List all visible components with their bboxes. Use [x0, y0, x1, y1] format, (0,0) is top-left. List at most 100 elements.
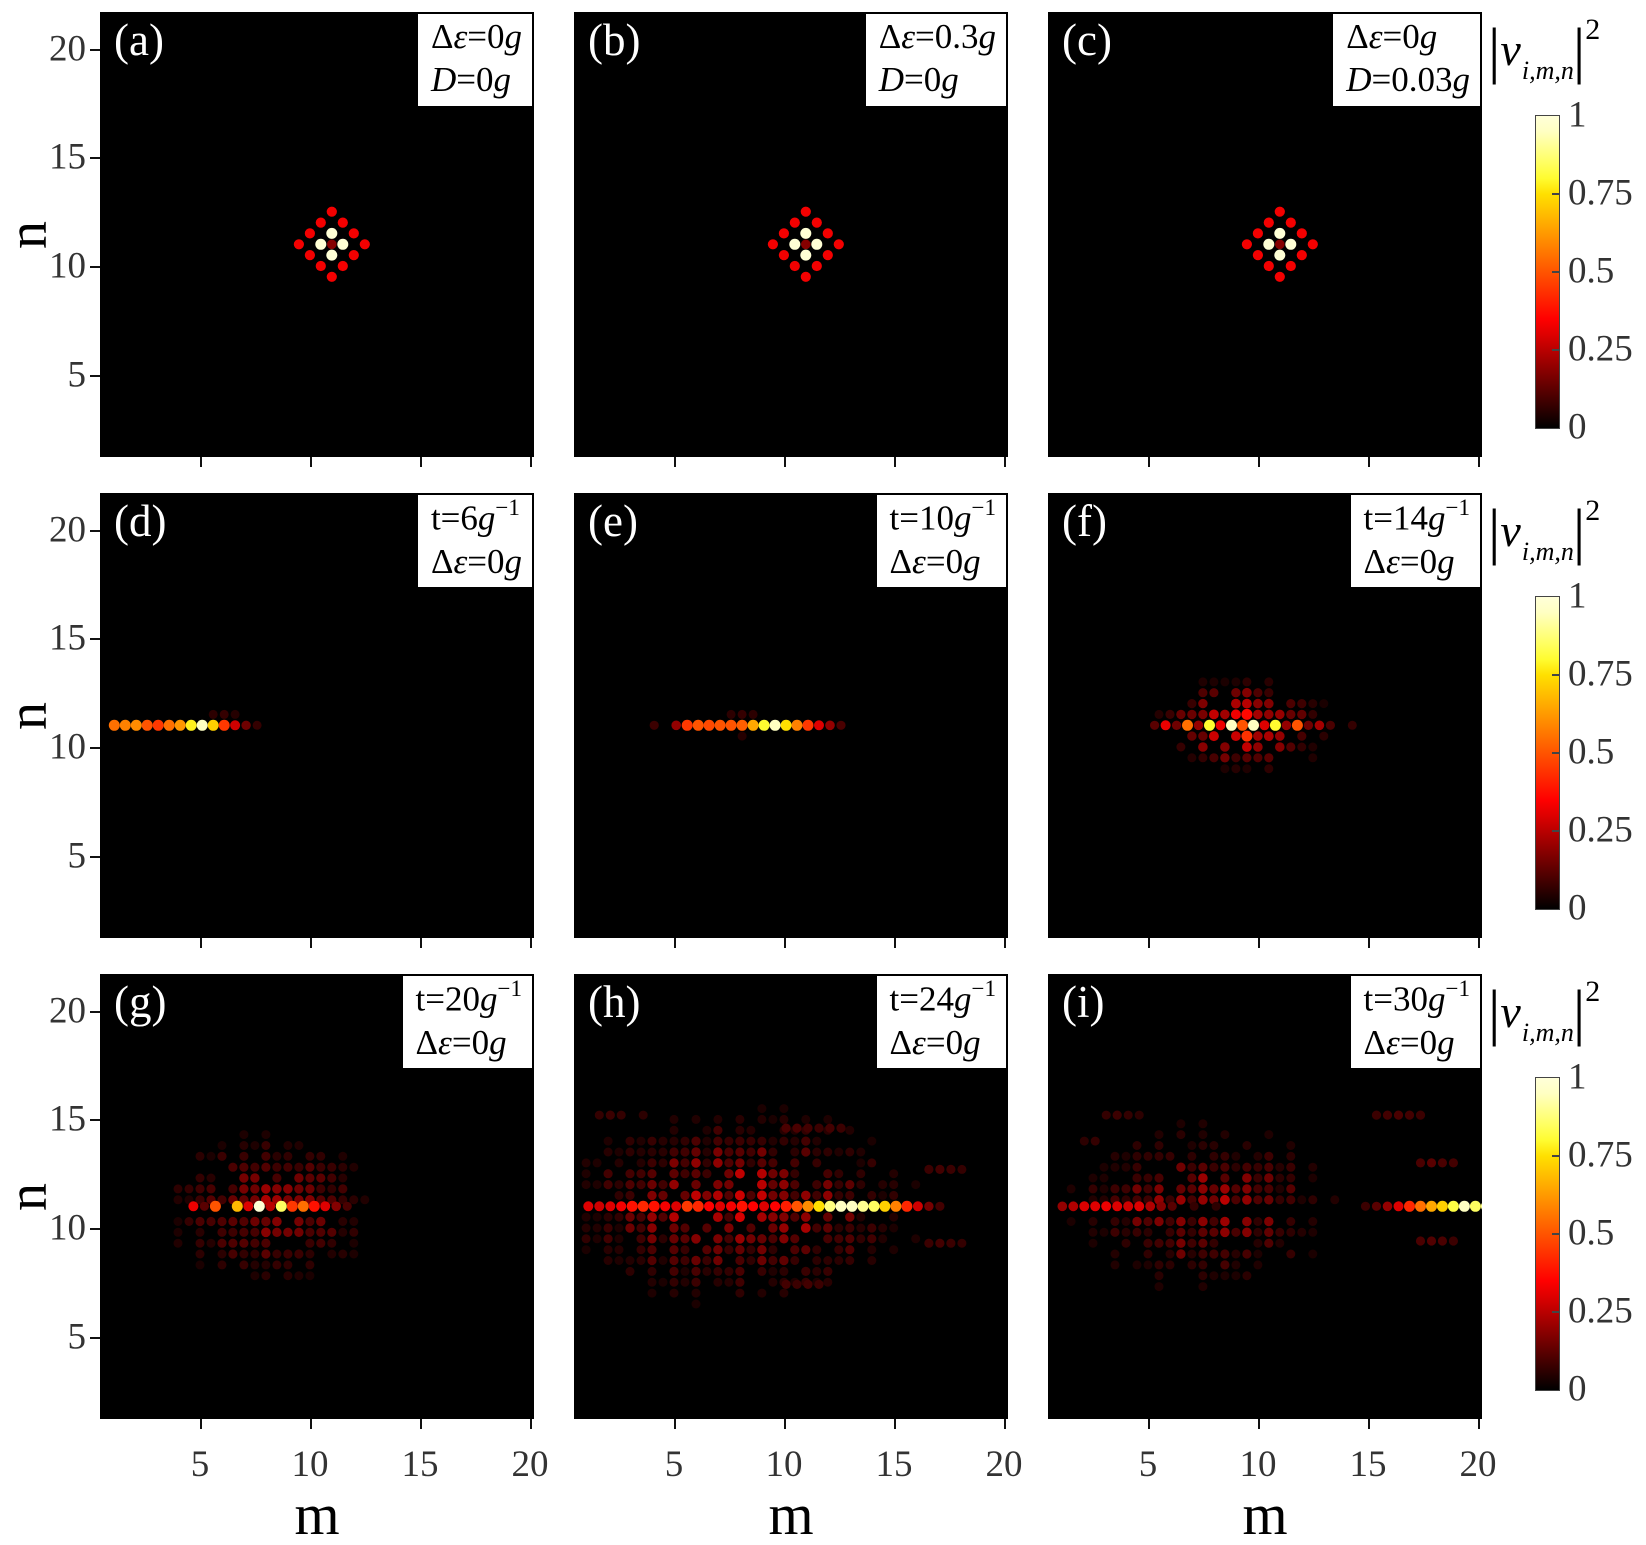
colorbar-gradient	[1535, 596, 1560, 910]
annotation-box: t=24g−1 Δε=0g	[874, 974, 1008, 1071]
x-tick-mark	[1478, 938, 1480, 948]
colorbar-tick-label: 0.5	[1568, 250, 1615, 292]
colorbar-tick-label: 0.5	[1568, 731, 1615, 773]
annotation-line: D=0g	[878, 60, 959, 100]
y-tick-mark	[90, 266, 100, 268]
annotation-line: t=24g−1	[889, 976, 996, 1019]
x-tick-mark	[1368, 938, 1370, 948]
x-tick-mark	[894, 1419, 896, 1429]
x-tick-mark	[530, 1419, 532, 1429]
panel-letter: (d)	[114, 496, 167, 546]
y-axis-gutter: n 5 10 15 20	[0, 493, 100, 938]
abs-bar: |	[1488, 979, 1501, 1047]
x-tick-mark	[310, 938, 312, 948]
panel-h: (h) t=24g−1 Δε=0g	[574, 974, 1008, 1429]
y-tick-mark	[90, 375, 100, 377]
colorbar-variable: v	[1500, 986, 1521, 1037]
y-tick-mark	[90, 1337, 100, 1339]
annotation-box: t=20g−1 Δε=0g	[400, 974, 534, 1071]
annotation-line: D=0g	[430, 60, 511, 100]
annotation-line: t=14g−1	[1363, 495, 1470, 538]
x-tick-mark	[674, 938, 676, 948]
dot-field	[108, 709, 262, 731]
annotation-box: t=10g−1 Δε=0g	[874, 493, 1008, 590]
x-tick-mark	[894, 457, 896, 467]
x-tick-label: 10	[765, 1444, 803, 1485]
colorbar-title: |vi,m,n|2	[1488, 494, 1601, 568]
x-tick-label: 20	[1459, 1444, 1497, 1485]
annotation-line: Δε=0g	[415, 1023, 507, 1063]
abs-bar: |	[1572, 979, 1586, 1047]
colorbar: |vi,m,n|2 1 0.75 0.5 0.25 0	[1482, 974, 1646, 1419]
y-tick-mark	[90, 530, 100, 532]
colorbar-title: |vi,m,n|2	[1488, 975, 1601, 1049]
annotation-line: t=30g−1	[1363, 976, 1470, 1019]
x-tick-mark	[674, 1419, 676, 1429]
colorbar-tick-label: 0.25	[1568, 809, 1633, 851]
x-tick-mark	[1478, 1419, 1480, 1429]
annotation-box: Δε=0g D=0g	[415, 12, 534, 108]
annotation-line: Δε=0g	[889, 542, 981, 582]
colorbar-exponent: 2	[1585, 13, 1601, 46]
abs-bar: |	[1572, 498, 1586, 566]
panel-letter: (e)	[588, 496, 638, 546]
colorbar-tick-mark	[1552, 674, 1559, 676]
x-tick-mark	[1258, 457, 1260, 467]
y-tick-label: 20	[49, 28, 86, 70]
y-tick-label: 10	[49, 1207, 86, 1249]
abs-bar: |	[1488, 498, 1501, 566]
x-tick-label: 15	[1349, 1444, 1387, 1485]
figure-row-top: n 5 10 15 20 (a) Δε=0g D=0g (b) Δε=0.3g D=0g …	[0, 12, 1646, 467]
panel-a: (a) Δε=0g D=0g	[90, 12, 534, 467]
x-axis-middle: m 5 10 15 20	[574, 1419, 1023, 1545]
colorbar-tick-label: 1	[1568, 94, 1587, 136]
annotation-line: Δε=0.3g	[878, 17, 996, 56]
x-tick-mark	[1368, 1419, 1370, 1429]
x-tick-mark	[1148, 938, 1150, 948]
dot-field	[1150, 677, 1357, 774]
x-tick-mark	[200, 1419, 202, 1429]
panel-c: (c) Δε=0g D=0.03g	[1048, 12, 1482, 467]
colorbar-tick-label: 0	[1568, 406, 1587, 448]
figure-row-middle: n 5 10 15 20 (d) t=6g−1 Δε=0g (e) t=10g−1 Δε=…	[0, 493, 1646, 948]
colorbar-variable: v	[1500, 24, 1521, 75]
y-tick-label: 5	[67, 1316, 87, 1358]
x-tick-mark	[1004, 1419, 1006, 1429]
colorbar-tick-mark	[1552, 830, 1559, 832]
panel-letter: (c)	[1062, 15, 1112, 65]
x-tick-label: 15	[401, 1444, 439, 1485]
annotation-line: t=6g−1	[430, 495, 520, 538]
colorbar-tick-label: 0.25	[1568, 328, 1633, 370]
x-tick-label: 5	[1138, 1444, 1158, 1485]
colorbar-tick-label: 0.75	[1568, 1134, 1633, 1176]
y-tick-label: 5	[67, 354, 87, 396]
panel-e: (e) t=10g−1 Δε=0g	[574, 493, 1008, 948]
panel-letter: (f)	[1062, 496, 1107, 546]
colorbar-tick-label: 0	[1568, 887, 1587, 929]
x-tick-label: 10	[1239, 1444, 1277, 1485]
x-tick-label: 5	[664, 1444, 684, 1485]
colorbar-exponent: 2	[1585, 975, 1601, 1008]
annotation-line: Δε=0g	[1363, 1023, 1455, 1063]
x-tick-mark	[1148, 457, 1150, 467]
x-tick-label: 20	[511, 1444, 549, 1485]
panel-b: (b) Δε=0.3g D=0g	[574, 12, 1008, 467]
colorbar-tick-mark	[1552, 1311, 1559, 1313]
y-tick-mark	[90, 49, 100, 51]
y-tick-mark	[90, 1011, 100, 1013]
x-tick-mark	[420, 457, 422, 467]
panel-i: (i) t=30g−1 Δε=0g	[1048, 974, 1482, 1429]
x-tick-mark	[200, 457, 202, 467]
abs-bar: |	[1572, 17, 1586, 85]
colorbar-tick-mark	[1552, 271, 1559, 273]
colorbar-exponent: 2	[1585, 494, 1601, 527]
panel-letter: (a)	[114, 15, 164, 65]
colorbar-subscript: i,m,n	[1521, 1018, 1574, 1047]
x-tick-mark	[1368, 457, 1370, 467]
x-tick-label: 20	[985, 1444, 1023, 1485]
x-tick-label: 10	[291, 1444, 329, 1485]
panel-f: (f) t=14g−1 Δε=0g	[1048, 493, 1482, 948]
y-tick-label: 20	[49, 509, 86, 551]
annotation-box: Δε=0g D=0.03g	[1331, 12, 1482, 108]
panel-g: (g) t=20g−1 Δε=0g	[90, 974, 534, 1429]
